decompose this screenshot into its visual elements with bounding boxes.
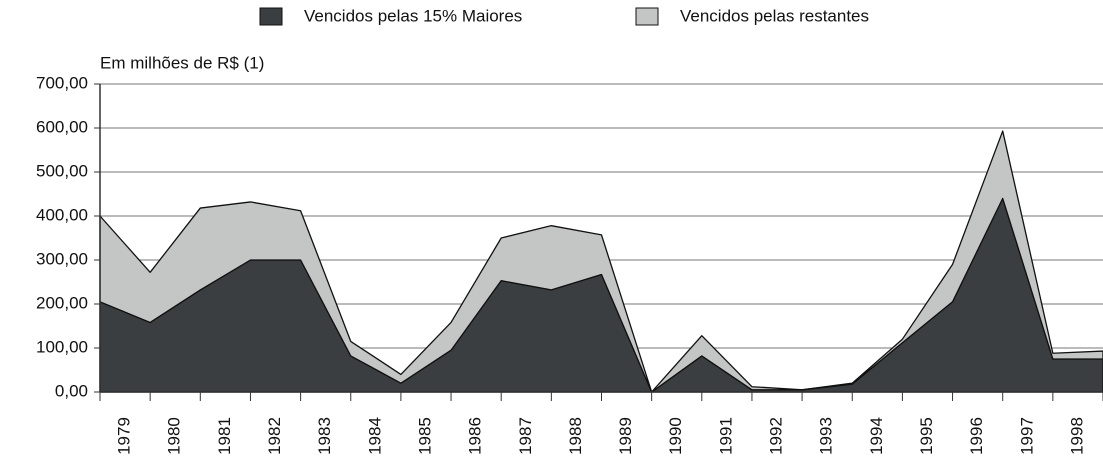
- y-tick-label: 700,00: [36, 73, 88, 92]
- legend-swatch: [259, 7, 283, 26]
- x-tick-label: 1995: [917, 417, 936, 455]
- y-tick-label: 0,00: [55, 381, 88, 400]
- x-tick-label: 1998: [1067, 417, 1086, 455]
- x-tick-label: 1986: [466, 417, 485, 455]
- legend-label: Vencidos pelas restantes: [680, 6, 869, 25]
- y-tick-label: 100,00: [36, 337, 88, 356]
- x-tick-label: 1989: [616, 417, 635, 455]
- x-tick-label: 1985: [415, 417, 434, 455]
- x-tick-label: 1992: [767, 417, 786, 455]
- x-tick-label: 1996: [967, 417, 986, 455]
- x-tick-label: 1994: [867, 417, 886, 455]
- area: [99, 130, 1103, 393]
- y-tick-label: 600,00: [36, 117, 88, 136]
- x-tick-label: 1984: [365, 417, 384, 455]
- legend-swatch: [635, 7, 659, 26]
- y-tick-label: 200,00: [36, 293, 88, 312]
- x-tick-label: 1981: [215, 417, 234, 455]
- x-tick-label: 1979: [115, 417, 134, 455]
- x-tick-label: 1991: [716, 417, 735, 455]
- x-tick-label: 1982: [265, 417, 284, 455]
- legend-label: Vencidos pelas 15% Maiores: [304, 6, 522, 25]
- y-tick-label: 400,00: [36, 205, 88, 224]
- x-tick-label: 1980: [165, 417, 184, 455]
- x-tick-label: 1987: [516, 417, 535, 455]
- x-tick-label: 1993: [817, 417, 836, 455]
- x-tick-label: 1990: [666, 417, 685, 455]
- x-tick-label: 1997: [1017, 417, 1036, 455]
- y-tick-label: 300,00: [36, 249, 88, 268]
- axis-label: Em milhões de R$ (1): [100, 53, 264, 72]
- y-tick-label: 500,00: [36, 161, 88, 180]
- x-tick-label: 1988: [566, 417, 585, 455]
- x-tick-label: 1983: [315, 417, 334, 455]
